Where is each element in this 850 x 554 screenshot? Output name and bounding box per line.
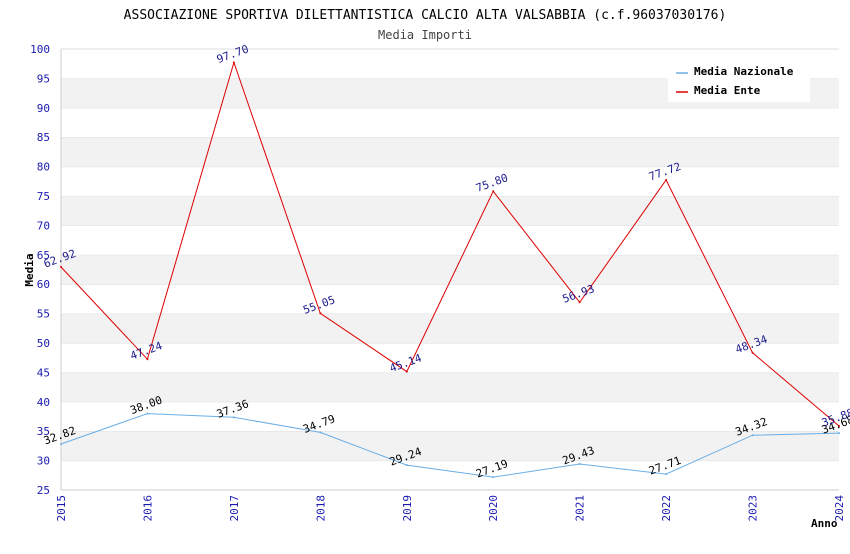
- chart-title: ASSOCIAZIONE SPORTIVA DILETTANTISTICA CA…: [124, 8, 727, 23]
- series-line-media-ente: [60, 60, 840, 427]
- data-point: [405, 464, 408, 467]
- y-tick-label: 80: [37, 161, 50, 174]
- data-point: [146, 358, 149, 361]
- series-line-media-nazionale: [60, 413, 840, 478]
- data-point: [751, 434, 754, 437]
- data-point: [751, 351, 754, 354]
- data-point: [838, 432, 840, 435]
- data-point: [665, 179, 668, 182]
- x-tick-label: 2016: [141, 495, 154, 522]
- x-axis-label: Anno: [811, 517, 838, 530]
- grid-band: [61, 431, 839, 461]
- y-tick-label: 40: [37, 396, 50, 409]
- grid-bands: [61, 48, 839, 490]
- y-tick-label: 100: [30, 43, 50, 56]
- data-point: [319, 312, 322, 315]
- y-tick-label: 65: [37, 249, 50, 262]
- grid-band: [61, 372, 839, 402]
- y-tick-label: 55: [37, 308, 50, 321]
- data-point: [665, 473, 668, 476]
- data-point: [60, 443, 62, 446]
- data-point: [492, 476, 495, 479]
- legend-label-media-nazionale: Media Nazionale: [694, 65, 794, 78]
- y-tick-label: 75: [37, 190, 50, 203]
- legend-label-media-ente: Media Ente: [694, 84, 761, 97]
- y-tick-label: 30: [37, 455, 50, 468]
- x-tick-label: 2024: [833, 495, 846, 522]
- y-tick-label: 35: [37, 425, 50, 438]
- grid-band: [61, 313, 839, 343]
- data-point: [319, 431, 322, 434]
- legend: Media Nazionale Media Ente: [668, 60, 810, 102]
- x-tick-label: 2015: [55, 495, 68, 522]
- x-tick-label: 2018: [314, 495, 327, 522]
- x-tick-label: 2017: [228, 495, 241, 522]
- data-point: [492, 190, 495, 193]
- y-tick-label: 90: [37, 102, 50, 115]
- data-point: [232, 61, 235, 64]
- data-point: [232, 416, 235, 419]
- series-lines: [60, 60, 840, 479]
- y-axis-label: Media: [23, 253, 36, 286]
- data-point: [838, 425, 840, 428]
- x-tick-labels: 2015 2016 2017 2018 2019 2020 2021 2022 2023 2024: [55, 495, 846, 522]
- chart-subtitle: Media Importi: [378, 28, 472, 42]
- x-tick-label: 2020: [487, 495, 500, 522]
- grid-band: [61, 343, 839, 373]
- y-tick-label: 85: [37, 131, 50, 144]
- grid-band: [61, 107, 839, 138]
- grid-band: [61, 460, 839, 490]
- legend-background: [668, 60, 810, 102]
- x-tick-label: 2021: [574, 495, 587, 522]
- y-tick-label: 45: [37, 366, 50, 379]
- y-tick-label: 95: [37, 72, 50, 85]
- data-point: [146, 412, 149, 415]
- y-tick-label: 70: [37, 219, 50, 232]
- x-tick-label: 2023: [747, 495, 760, 522]
- grid-band: [61, 254, 839, 285]
- x-tick-label: 2022: [660, 495, 673, 522]
- x-tick-label: 2019: [401, 495, 414, 522]
- data-point: [578, 462, 581, 465]
- y-tick-label: 50: [37, 337, 50, 350]
- y-tick-labels: 25 30 35 40 45 50 55 60 65 70 75 80 85 90 95 100: [30, 43, 50, 497]
- y-tick-label: 60: [37, 278, 50, 291]
- data-point: [578, 301, 581, 304]
- grid-band: [61, 284, 839, 314]
- axes: [60, 49, 839, 491]
- grid-band: [61, 225, 839, 255]
- y-tick-label: 25: [37, 484, 50, 497]
- grid-band: [61, 166, 839, 196]
- grid-band: [61, 401, 839, 432]
- data-point: [60, 266, 62, 269]
- grid-band: [61, 196, 839, 226]
- grid-band: [61, 137, 839, 167]
- data-point: [405, 370, 408, 373]
